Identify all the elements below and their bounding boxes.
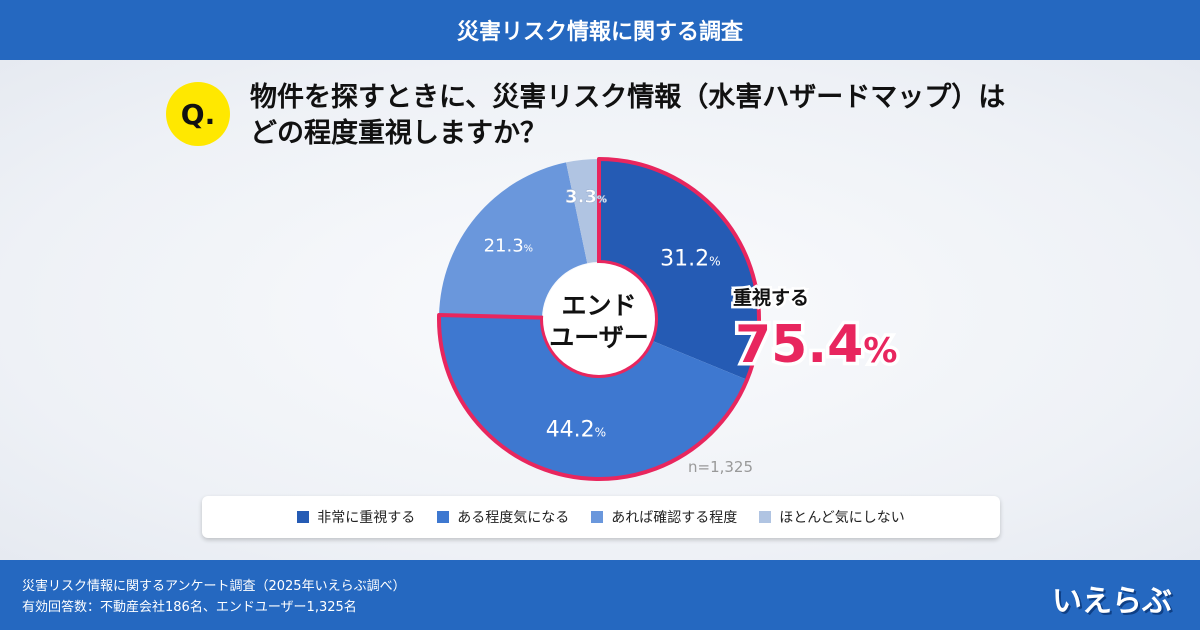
legend-item: 非常に重視する [297, 507, 415, 527]
question-line-2: どの程度重視しますか？ [250, 118, 547, 149]
legend-item: ある程度気になる [437, 507, 569, 527]
donut-slice [439, 314, 748, 479]
legend-swatch [591, 511, 604, 523]
slice-value-label: 21.3% [484, 235, 533, 256]
question-text: 物件を探すときに、災害リスク情報（水害ハザードマップ）は どの程度重視しますか？ [250, 80, 1005, 152]
center-label: エンド [561, 291, 636, 320]
highlight-value: 75.4% [735, 315, 897, 375]
legend-label: ある程度気になる [457, 510, 570, 526]
legend-label: 非常に重視する [317, 510, 416, 526]
header-title: 災害リスク情報に関する調査 [0, 0, 1200, 60]
legend-label: あれば確認する程度 [611, 510, 738, 526]
footer: 災害リスク情報に関するアンケート調査（2025年いえらぶ調べ） 有効回答数：不動… [0, 560, 1200, 630]
question-badge: Q. [166, 82, 230, 146]
sample-size: n=1,325 [688, 458, 753, 476]
highlight-label: 重視する [733, 286, 809, 309]
footer-source: 災害リスク情報に関するアンケート調査（2025年いえらぶ調べ） [22, 579, 406, 594]
legend-item: ほとんど気にしない [759, 507, 905, 527]
donut-hole [543, 263, 655, 375]
center-label: ユーザー [549, 323, 649, 352]
legend-swatch [297, 511, 310, 523]
legend-label: ほとんど気にしない [779, 510, 905, 526]
slice-value-label: 3.3% [565, 187, 607, 208]
legend: 非常に重視する ある程度気になる あれば確認する程度 ほとんど気にしない [202, 496, 1000, 538]
donut-slice [439, 162, 588, 318]
question-line-1: 物件を探すときに、災害リスク情報（水害ハザードマップ）は [250, 82, 1006, 113]
legend-swatch [759, 511, 772, 523]
logo: いえらぶ [1052, 584, 1172, 619]
legend-item: あれば確認する程度 [591, 507, 737, 527]
footer-respondents: 有効回答数：不動産会社186名、エンドユーザー1,325名 [22, 600, 357, 615]
legend-swatch [437, 511, 450, 523]
donut-slice [566, 159, 599, 264]
highlight-outline [437, 157, 761, 481]
